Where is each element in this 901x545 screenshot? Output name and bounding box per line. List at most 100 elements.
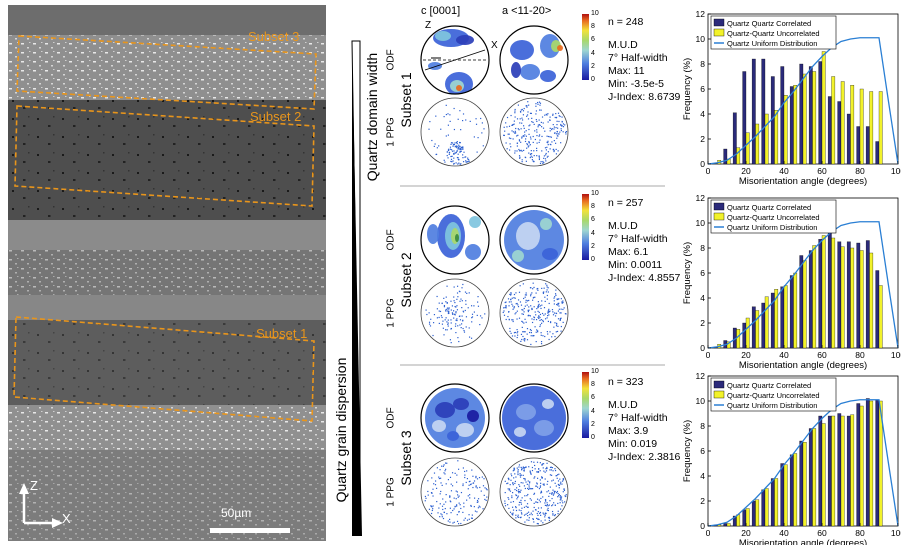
bar-uncorrelated (850, 85, 855, 165)
bar-correlated (875, 270, 880, 349)
stats-subset-1: n = 248 M.U.D 7° Half-width Max: 11 Min:… (608, 16, 680, 104)
uniform-distribution-line (707, 221, 899, 349)
uniform-distribution-line (707, 399, 899, 527)
bar-uncorrelated (802, 73, 807, 165)
x-tick-label: 80 (855, 350, 865, 360)
y-tick-label: 6 (700, 268, 705, 278)
bar-correlated (723, 523, 728, 527)
legend-swatch (713, 212, 725, 221)
y-tick-label: 10 (696, 396, 706, 406)
subset-1-label: Subset 1 (256, 326, 308, 341)
subset-2-row-label: Subset 2 (398, 252, 414, 308)
uniform-distribution-line (707, 37, 899, 165)
x-tick-label: 60 (817, 350, 827, 360)
x-tick-label: 100 (891, 350, 901, 360)
colorbar-tick-label: 8 (591, 381, 595, 389)
bar-uncorrelated (726, 523, 731, 527)
colorbar-tick-label: 10 (591, 10, 599, 17)
bar-correlated (856, 242, 861, 349)
bar-uncorrelated (812, 245, 817, 349)
y-tick-label: 2 (700, 318, 705, 328)
legend-entry: Quartz Uniform Distribution (727, 39, 817, 48)
grain-dispersion-label: Quartz grain dispersion (333, 357, 349, 503)
y-tick-label: 0 (700, 343, 705, 353)
legend-swatch (713, 202, 725, 211)
y-tick-label: 0 (700, 521, 705, 531)
min-value: Min: -3.5e-5 (608, 78, 665, 90)
y-axis-label: Frequency (%) (682, 420, 693, 482)
bar-correlated (780, 463, 785, 527)
x-tick-label: 0 (706, 350, 711, 360)
bar-uncorrelated (869, 400, 874, 527)
bar-uncorrelated (745, 132, 750, 165)
y-tick-label: 10 (696, 34, 706, 44)
legend-swatch (713, 380, 725, 389)
odf-pole-figure-1-a (499, 25, 569, 95)
ppg-pole-figure-1-a (499, 97, 569, 167)
y-tick-label: 2 (700, 134, 705, 144)
bar-correlated (789, 454, 794, 527)
bar-correlated (818, 415, 823, 527)
odf-pole-figure-2-a (499, 205, 569, 275)
bar-uncorrelated (831, 237, 836, 349)
bar-correlated (723, 148, 728, 165)
colorbar-tick-label: 6 (591, 216, 595, 224)
bar-uncorrelated (812, 428, 817, 527)
bar-uncorrelated (755, 123, 760, 165)
min-value: Min: 0.0011 (608, 259, 663, 271)
y-tick-label: 8 (700, 243, 705, 253)
bar-correlated (818, 61, 823, 165)
misorientation-histogram-2: 0 20 40 60 80 100 0 2 4 6 8 10 12 Misorientation angl… (682, 193, 901, 371)
bar-correlated (865, 240, 870, 349)
bar-correlated (732, 112, 737, 165)
bar-uncorrelated (783, 464, 788, 527)
odf-pole-figure-3-a (499, 383, 569, 453)
wedge-diagram (351, 40, 362, 537)
legend-entry: Quartz-Quartz Uncorrelated (727, 29, 820, 38)
bar-uncorrelated (802, 442, 807, 527)
bar-uncorrelated (783, 95, 788, 165)
bar-correlated (751, 500, 756, 527)
legend-entry: Quartz Quartz Correlated (727, 19, 811, 28)
x-axis-label: Misorientation angle (degrees) (739, 360, 867, 371)
bar-uncorrelated (850, 414, 855, 527)
subset-1-row-label: Subset 1 (398, 72, 414, 128)
bar-uncorrelated (869, 252, 874, 349)
ppg-pole-figure-3-c (420, 457, 490, 527)
colorbar-tick-label: 6 (591, 394, 595, 402)
histogram-panels: 020406080100024681012Misorientation angl… (682, 9, 901, 545)
ppg-label-3: 1 PPG (385, 477, 397, 507)
domain-width-label: Quartz domain width (364, 52, 380, 182)
bar-correlated (827, 415, 832, 527)
bar-uncorrelated (736, 514, 741, 527)
bar-correlated (761, 302, 766, 349)
colorbar-tick-label: 2 (591, 62, 595, 70)
bar-correlated (827, 96, 832, 165)
x-tick-label: 0 (706, 166, 711, 176)
odf-pole-figure-2-c (420, 205, 490, 275)
mud-label: M.U.D (608, 39, 638, 51)
bar-uncorrelated (793, 272, 798, 349)
bar-uncorrelated (736, 147, 741, 165)
y-axis-label: Frequency (%) (682, 58, 693, 120)
subset-2-label: Subset 2 (250, 109, 302, 124)
odf-pole-figure-1-c (420, 25, 490, 95)
j-index: J-Index: 8.6739 (608, 91, 681, 103)
bar-correlated (856, 126, 861, 165)
subset-3-box (16, 35, 317, 110)
bar-uncorrelated (774, 110, 779, 165)
bar-correlated (742, 322, 747, 349)
bar-correlated (789, 86, 794, 165)
pf-x-label: X (491, 40, 498, 51)
legend-entry: Quartz-Quartz Uncorrelated (727, 391, 820, 400)
max-value: Max: 6.1 (608, 246, 649, 258)
bar-uncorrelated (859, 88, 864, 165)
colorbar-tick-label: 10 (591, 368, 599, 375)
colorbar-tick-label: 4 (591, 49, 595, 57)
ppg-pole-figure-1-c (420, 97, 490, 167)
bar-uncorrelated (821, 51, 826, 165)
bar-correlated (818, 239, 823, 349)
halfwidth: 7° Half-width (608, 233, 668, 245)
bar-correlated (837, 101, 842, 165)
